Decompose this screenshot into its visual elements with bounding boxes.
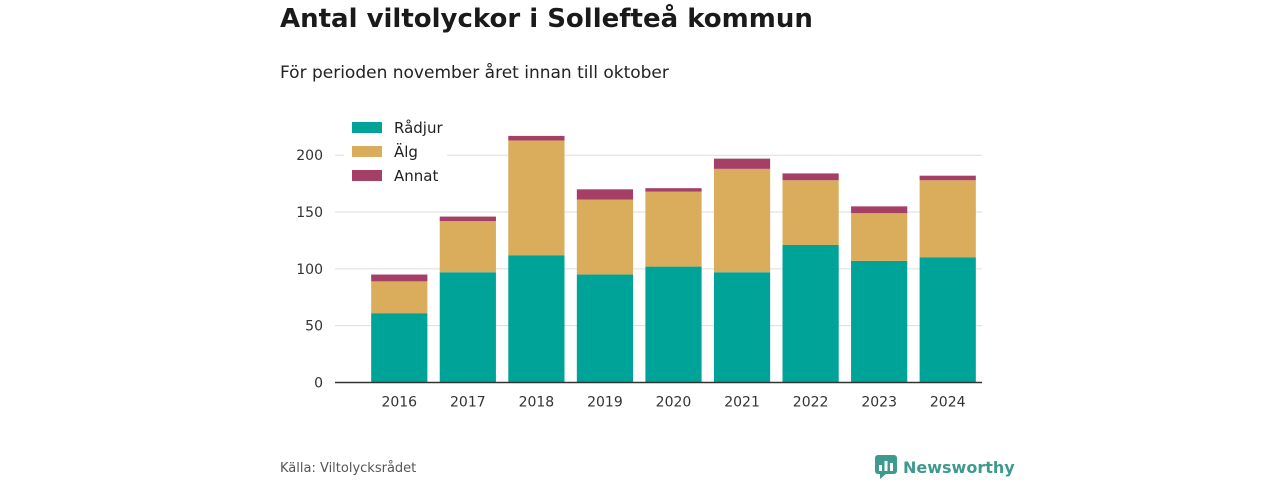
bar-segment--lg: [508, 140, 565, 256]
bar-segment--lg: [439, 221, 496, 273]
bar-segment-r-djur: [371, 313, 428, 383]
brand-logo[interactable]: Newsworthy: [875, 455, 1015, 479]
bar-segment--lg: [851, 213, 908, 261]
bar-segment-annat: [919, 175, 976, 181]
bar-segment-annat: [439, 216, 496, 222]
x-tick-label: 2021: [724, 395, 760, 411]
y-tick-label: 150: [296, 205, 323, 221]
x-tick-label: 2023: [861, 395, 897, 411]
bar-segment-annat: [713, 158, 771, 169]
source-note: Källa: Viltolycksrådet: [280, 461, 417, 476]
legend-swatch: [352, 122, 382, 133]
bar-segment-r-djur: [713, 272, 771, 383]
x-tick-label: 2018: [519, 395, 555, 411]
y-tick-label: 100: [296, 262, 323, 278]
bar-segment-annat: [508, 135, 565, 141]
bar-segment-r-djur: [851, 260, 908, 383]
bar-segment-r-djur: [782, 245, 839, 383]
y-tick-label: 200: [296, 148, 323, 164]
legend-label: Älg: [394, 142, 418, 161]
bar-segment-annat: [645, 188, 702, 192]
bar-segment-r-djur: [576, 274, 634, 383]
x-tick-label: 2020: [656, 395, 692, 411]
chart-subtitle: För perioden november året innan till ok…: [280, 63, 669, 83]
newsworthy-logo-icon: [875, 455, 897, 479]
bar-segment-annat: [782, 173, 839, 181]
bar-segment-r-djur: [508, 255, 565, 383]
legend-swatch: [352, 170, 382, 181]
bar-segment-annat: [371, 274, 428, 282]
y-tick-label: 0: [314, 376, 323, 392]
bar-segment--lg: [713, 168, 771, 273]
x-tick-label: 2019: [587, 395, 623, 411]
y-tick-label: 50: [305, 319, 323, 335]
bar-segment-r-djur: [919, 257, 976, 383]
bar-segment--lg: [576, 199, 634, 275]
bar-segment-annat: [851, 206, 908, 214]
legend-swatch: [352, 146, 382, 157]
legend-label: Rådjur: [394, 119, 443, 137]
chart-title: Antal viltolyckor i Sollefteå kommun: [280, 4, 813, 34]
bar-segment-r-djur: [645, 266, 702, 383]
bar-segment--lg: [371, 281, 428, 314]
x-tick-label: 2024: [930, 395, 966, 411]
legend-label: Annat: [394, 167, 438, 185]
brand-name: Newsworthy: [903, 457, 1015, 477]
bar-segment--lg: [782, 180, 839, 245]
bar-segment-r-djur: [439, 272, 496, 383]
x-tick-label: 2016: [381, 395, 417, 411]
bar-segment-annat: [576, 189, 634, 200]
bar-segment--lg: [645, 191, 702, 267]
x-tick-label: 2017: [450, 395, 486, 411]
x-tick-label: 2022: [793, 395, 829, 411]
bar-segment--lg: [919, 180, 976, 258]
